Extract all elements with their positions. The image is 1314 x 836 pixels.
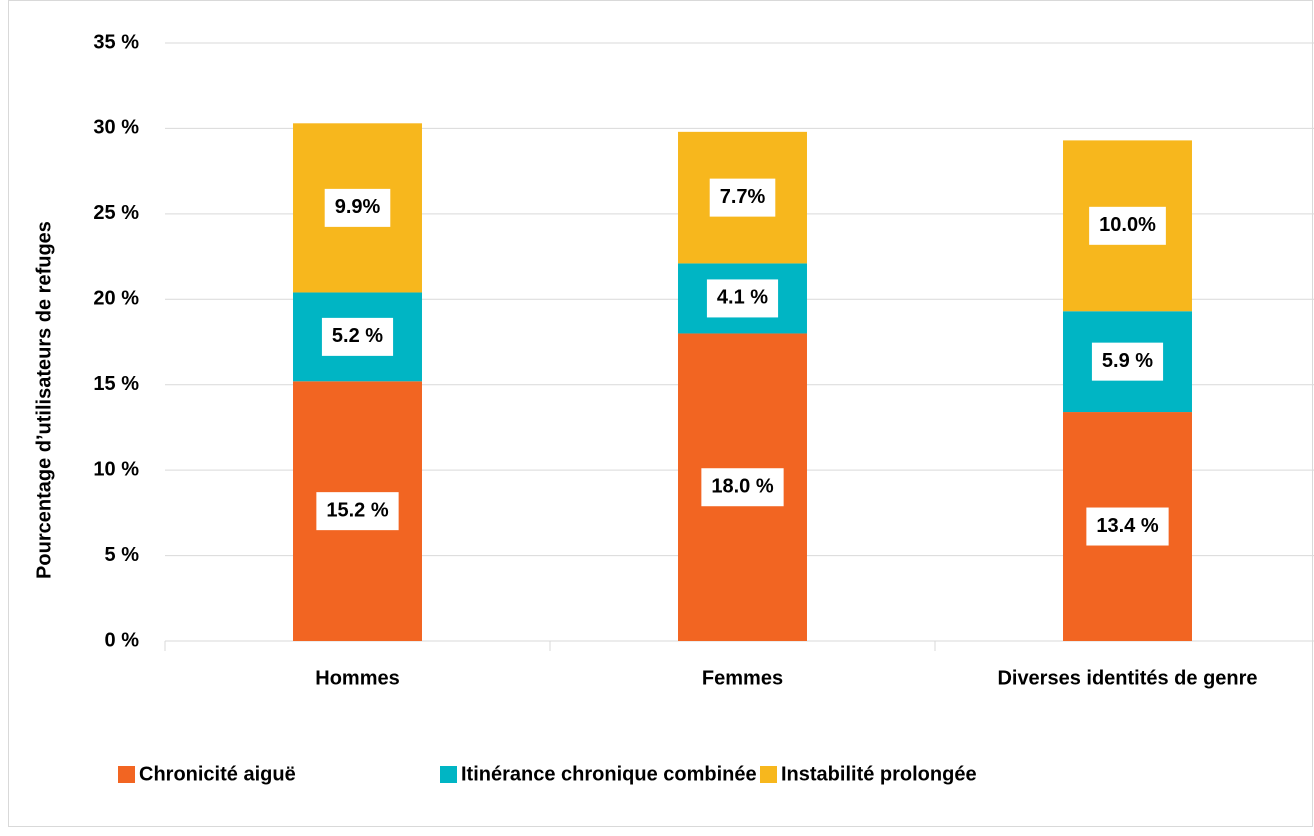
x-tick-label: Femmes <box>702 667 783 689</box>
legend-swatch <box>760 766 777 783</box>
data-label-bg <box>1089 206 1166 245</box>
data-label: 9.9% <box>335 196 381 218</box>
y-tick-label: 0 % <box>105 629 140 651</box>
data-label-bg <box>324 188 391 227</box>
legend-label: Chronicité aiguë <box>139 763 296 785</box>
data-label: 10.0% <box>1099 214 1156 236</box>
data-label: 13.4 % <box>1096 515 1158 537</box>
y-tick-label: 25 % <box>93 202 139 224</box>
legend-label: Itinérance chronique combinée <box>461 763 757 785</box>
y-tick-label: 30 % <box>93 117 139 139</box>
y-tick-label: 10 % <box>93 458 139 480</box>
data-label-bg <box>701 468 784 507</box>
data-label: 4.1 % <box>717 287 768 309</box>
y-tick-label: 5 % <box>105 544 140 566</box>
data-label: 7.7% <box>720 186 766 208</box>
y-axis-label: Pourcentage d’utilisateurs de refuges <box>33 221 55 579</box>
data-label: 18.0 % <box>711 476 773 498</box>
data-label: 5.9 % <box>1102 350 1153 372</box>
data-label-bg <box>321 317 394 356</box>
data-label-bg <box>1091 342 1164 381</box>
data-label: 5.2 % <box>332 325 383 347</box>
x-tick-label: Diverses identités de genre <box>997 667 1257 689</box>
data-label-bg <box>316 492 399 531</box>
legend-swatch <box>118 766 135 783</box>
y-tick-label: 15 % <box>93 373 139 395</box>
y-tick-label: 35 % <box>93 31 139 53</box>
data-label: 15.2 % <box>326 499 388 521</box>
data-label-bg <box>706 279 779 318</box>
data-label-bg <box>1086 507 1169 546</box>
y-tick-label: 20 % <box>93 288 139 310</box>
data-label-bg <box>709 178 776 217</box>
x-tick-label: Hommes <box>315 667 399 689</box>
legend-label: Instabilité prolongée <box>781 763 977 785</box>
legend-swatch <box>440 766 457 783</box>
